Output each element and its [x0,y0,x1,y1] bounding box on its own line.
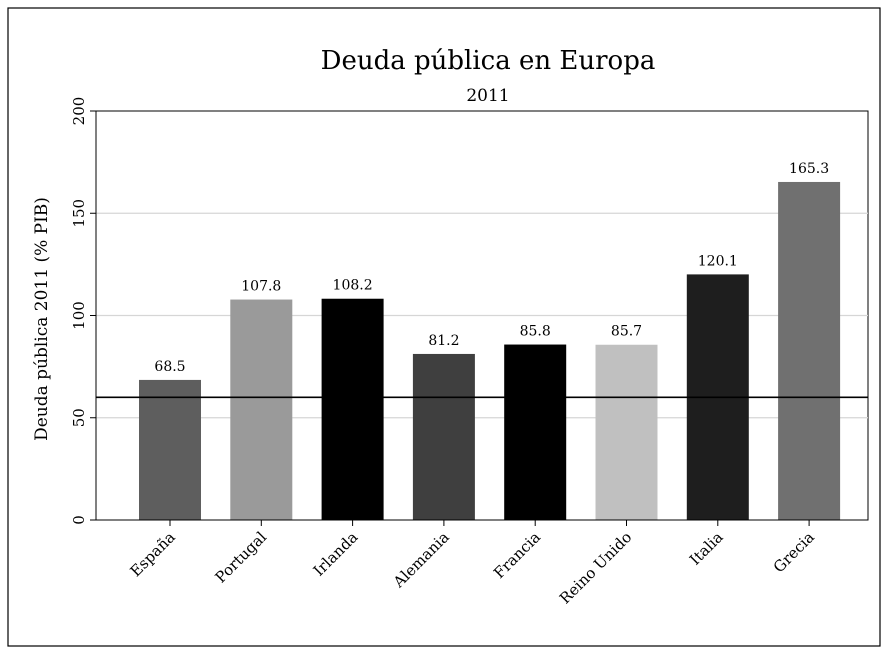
data-label: 165.3 [789,161,829,177]
data-label: 85.8 [520,324,551,340]
y-tick-label: 200 [70,97,88,126]
chart-title: Deuda pública en Europa [321,46,656,76]
data-labels: 68.5 107.8 108.2 81.2 85.8 85.7 120.1 165.3 [154,161,829,375]
bar [778,181,841,521]
y-tick-label: 150 [70,199,88,228]
y-axis: 0 50 100 150 200 [70,97,97,525]
bar [595,344,658,520]
plot-area: 68.5 107.8 108.2 81.2 85.8 85.7 120.1 165.3 0 50… [70,97,869,607]
bar [321,298,384,520]
bar [230,299,293,520]
data-label: 108.2 [333,278,373,294]
y-tick-label: 100 [70,301,88,330]
data-label: 85.7 [611,324,642,340]
chart-subtitle: 2011 [466,86,509,106]
data-label: 81.2 [428,333,459,349]
data-label: 107.8 [241,279,281,295]
y-axis-label: Deuda pública 2011 (% PIB) [32,197,52,441]
y-tick-label: 0 [70,515,88,525]
data-label: 120.1 [698,253,738,269]
data-label: 68.5 [154,359,185,375]
bar [139,379,201,520]
bar [412,353,475,520]
bar [504,344,567,520]
y-tick-label: 50 [70,408,88,427]
